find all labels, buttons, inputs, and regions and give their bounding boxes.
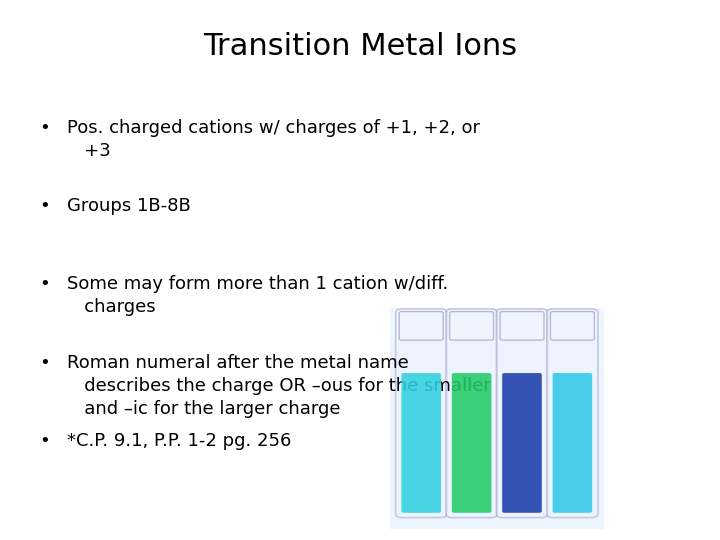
FancyBboxPatch shape [402,373,441,513]
Text: •: • [40,275,50,293]
FancyBboxPatch shape [449,312,494,340]
FancyBboxPatch shape [503,373,542,513]
Text: Some may form more than 1 cation w/diff.
   charges: Some may form more than 1 cation w/diff.… [67,275,449,316]
FancyBboxPatch shape [399,312,443,340]
FancyBboxPatch shape [551,312,595,340]
FancyBboxPatch shape [446,309,498,517]
FancyBboxPatch shape [547,309,598,517]
Text: •: • [40,197,50,215]
FancyBboxPatch shape [396,309,446,517]
Text: Transition Metal Ions: Transition Metal Ions [203,32,517,62]
Text: •: • [40,119,50,137]
FancyBboxPatch shape [390,308,604,529]
Text: *C.P. 9.1, P.P. 1-2 pg. 256: *C.P. 9.1, P.P. 1-2 pg. 256 [67,432,292,450]
Text: Pos. charged cations w/ charges of +1, +2, or
   +3: Pos. charged cations w/ charges of +1, +… [67,119,480,160]
FancyBboxPatch shape [553,373,593,513]
FancyBboxPatch shape [452,373,492,513]
FancyBboxPatch shape [500,312,544,340]
Text: •: • [40,354,50,372]
Text: •: • [40,432,50,450]
Text: Roman numeral after the metal name
   describes the charge OR –ous for the small: Roman numeral after the metal name descr… [67,354,491,417]
FancyBboxPatch shape [497,309,547,517]
Text: Groups 1B-8B: Groups 1B-8B [67,197,191,215]
